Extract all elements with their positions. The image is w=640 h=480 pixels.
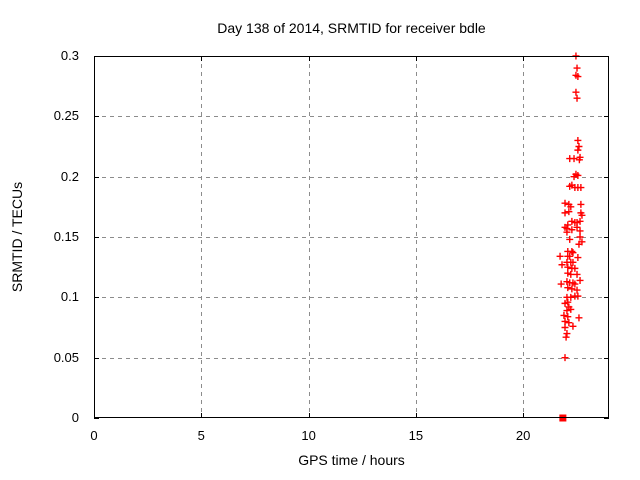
data-point	[576, 233, 584, 241]
data-point	[573, 270, 581, 278]
data-point	[563, 330, 571, 338]
data-point	[567, 270, 575, 278]
data-point	[565, 319, 573, 327]
data-point	[575, 156, 583, 164]
data-point	[569, 249, 577, 257]
data-point	[558, 261, 566, 269]
data-point	[574, 136, 582, 144]
data-point	[577, 200, 585, 208]
chart-title: Day 138 of 2014, SRMTID for receiver bdl…	[217, 20, 486, 36]
data-point	[574, 171, 582, 179]
y-tick-label: 0.3	[60, 48, 79, 63]
x-tick-label: 0	[90, 428, 98, 443]
data-point	[575, 314, 583, 322]
data-point	[567, 293, 575, 301]
data-point	[569, 322, 577, 330]
data-point	[572, 88, 580, 96]
data-point	[573, 223, 581, 231]
data-point	[561, 199, 569, 207]
data-point	[557, 280, 565, 288]
y-tick-label: 0	[71, 410, 79, 425]
data-point	[573, 286, 581, 294]
data-point	[575, 143, 583, 150]
data-point	[556, 252, 564, 260]
data-point	[576, 217, 584, 225]
data-point	[565, 208, 573, 216]
data-point	[566, 235, 574, 243]
data-point	[571, 280, 579, 288]
data-point	[561, 354, 569, 362]
data-point	[566, 182, 574, 190]
x-tick-label: 5	[197, 428, 205, 443]
data-point	[566, 155, 574, 163]
data-point	[576, 227, 584, 235]
data-point	[577, 184, 585, 192]
data-point	[561, 317, 569, 325]
y-tick-label: 0.05	[53, 349, 79, 365]
y-tick-label: 0.25	[53, 108, 79, 124]
data-point	[563, 228, 571, 236]
data-point	[561, 324, 569, 331]
y-tick-label: 0.2	[60, 168, 79, 184]
data-point	[561, 209, 569, 217]
data-point	[563, 307, 571, 315]
y-tick-label: 0.15	[53, 229, 79, 244]
x-axis-label: GPS time / hours	[298, 452, 405, 468]
data-point	[573, 94, 581, 102]
data-point	[560, 311, 568, 319]
plot-area	[94, 52, 609, 422]
x-tick-label: 15	[408, 428, 424, 443]
data-point	[574, 146, 582, 154]
data-point	[569, 258, 577, 266]
data-point	[574, 73, 582, 81]
y-tick-labels: 0 0.05 0.1 0.15 0.2 0.25 0.3	[0, 0, 79, 480]
data-point	[575, 240, 583, 248]
data-point	[576, 276, 584, 284]
data-point	[574, 254, 582, 262]
y-tick-label: 0.1	[60, 289, 79, 305]
scatter-plot-canvas	[94, 52, 609, 422]
data-point	[564, 313, 572, 321]
data-point	[566, 252, 574, 260]
data-point	[573, 64, 581, 72]
data-point	[574, 292, 582, 300]
x-tick-label: 10	[301, 428, 316, 443]
data-point	[571, 264, 579, 272]
data-point	[564, 284, 572, 292]
data-point	[564, 298, 572, 306]
data-point	[567, 305, 575, 313]
data-point	[567, 203, 575, 211]
plot-border	[94, 56, 609, 418]
data-point	[570, 173, 578, 181]
data-point	[562, 333, 570, 341]
data-point	[568, 285, 576, 293]
data-point	[578, 211, 586, 219]
data-point	[568, 226, 576, 234]
data-point	[568, 247, 576, 255]
data-point	[564, 263, 572, 271]
x-tick-label: 20	[515, 428, 531, 443]
